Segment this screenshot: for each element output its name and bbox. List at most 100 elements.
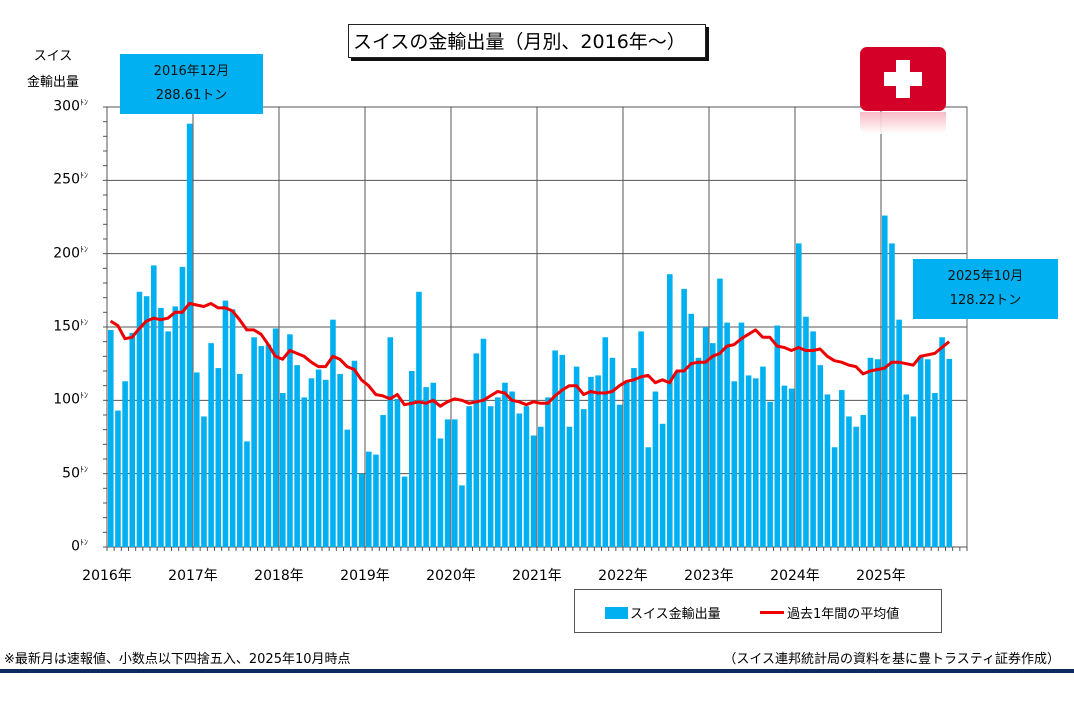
bar (237, 373, 243, 547)
bar (824, 394, 831, 547)
bar (702, 327, 709, 547)
bar (695, 357, 702, 547)
bar (717, 278, 723, 547)
bar (502, 382, 508, 547)
bar (853, 426, 859, 547)
bar (932, 393, 938, 547)
bar (459, 485, 465, 547)
bar (244, 441, 250, 547)
bar (201, 416, 207, 547)
bar (387, 337, 394, 547)
y-tick-label: 250ﾄﾝ (30, 170, 88, 188)
bar (767, 401, 773, 547)
bar (115, 410, 121, 547)
bar (645, 447, 652, 547)
bar (358, 473, 365, 547)
swiss-flag-icon (860, 47, 946, 111)
bar (222, 300, 229, 547)
bar (516, 413, 523, 547)
bar (179, 266, 186, 547)
bar (581, 409, 587, 547)
y-tick-unit: ﾄﾝ (80, 171, 88, 181)
bar (487, 406, 494, 547)
bar (308, 378, 315, 547)
y-tick-value: 150 (53, 318, 80, 335)
bar (495, 397, 501, 547)
bar (373, 454, 379, 547)
x-tick-label: 2021年 (512, 568, 562, 584)
bar (925, 359, 931, 547)
bar (896, 319, 902, 547)
bar (681, 288, 687, 547)
bar (301, 397, 308, 547)
y-tick-value: 50 (62, 465, 80, 482)
y-tick-label: 300ﾄﾝ (30, 97, 88, 115)
bar (631, 368, 637, 547)
bar (337, 373, 343, 547)
bar (788, 388, 795, 547)
x-tick-label: 2019年 (340, 568, 390, 584)
bar (609, 357, 616, 547)
bar (817, 365, 824, 547)
y-tick-unit: ﾄﾝ (80, 244, 88, 254)
bar (129, 332, 136, 547)
bar (194, 372, 200, 547)
source-note: （スイス連邦統計局の資料を基に豊トラスティ証券作成） (723, 652, 1060, 667)
legend: スイス金輸出量 過去1年間の平均値 (574, 589, 942, 633)
y-axis-label-line1: スイス (33, 49, 73, 64)
bar (394, 398, 401, 547)
x-tick-label: 2022年 (598, 568, 648, 584)
bar (330, 319, 336, 547)
bar (566, 426, 573, 547)
bar (444, 419, 451, 547)
bar (552, 350, 558, 547)
flag-reflection (860, 112, 946, 134)
bar (530, 435, 537, 547)
bar (315, 369, 322, 547)
y-axis-label-line2: 金輸出量 (26, 75, 79, 90)
y-tick-label: 100ﾄﾝ (30, 390, 88, 408)
y-tick-label: 0ﾄﾝ (30, 537, 88, 555)
bar (366, 451, 372, 547)
footnote: ※最新月は速報値、小数点以下四捨五入、2025年10月時点 (4, 652, 351, 667)
bar (272, 328, 279, 547)
bar (573, 366, 580, 547)
x-tick-label: 2018年 (254, 568, 304, 584)
bar (108, 329, 114, 547)
y-tick-unit: ﾄﾝ (80, 464, 88, 474)
bar (280, 393, 286, 547)
moving-average-line (109, 302, 951, 408)
bar (143, 296, 150, 547)
bar (602, 337, 609, 547)
bar (810, 331, 816, 547)
bar (229, 309, 236, 547)
bar (860, 415, 867, 547)
bar (208, 343, 214, 547)
bar (910, 416, 917, 547)
bar (753, 378, 759, 547)
bar (867, 357, 874, 547)
legend-item-line: 過去1年間の平均値 (760, 603, 899, 622)
x-tick-label: 2016年 (82, 568, 132, 584)
bar (559, 354, 566, 547)
callout-peak-value: 288.61トン (155, 88, 228, 103)
bar (473, 353, 480, 547)
bar (423, 387, 429, 547)
y-tick-value: 300 (53, 98, 80, 115)
bar (831, 447, 838, 547)
bar (917, 356, 924, 547)
y-tick-value: 100 (53, 391, 80, 408)
bar (287, 334, 293, 547)
chart-title: スイスの金輸出量（月別、2016年～） (348, 24, 706, 58)
x-tick-label: 2025年 (856, 568, 906, 584)
bar (430, 382, 437, 547)
y-tick-unit: ﾄﾝ (80, 318, 88, 327)
x-tick-label: 2017年 (168, 568, 218, 584)
bar (803, 316, 809, 547)
bar (344, 429, 351, 547)
bar (466, 406, 472, 547)
callout-latest-date: 2025年10月 (947, 269, 1024, 284)
bar (437, 438, 444, 547)
bar (380, 415, 386, 547)
